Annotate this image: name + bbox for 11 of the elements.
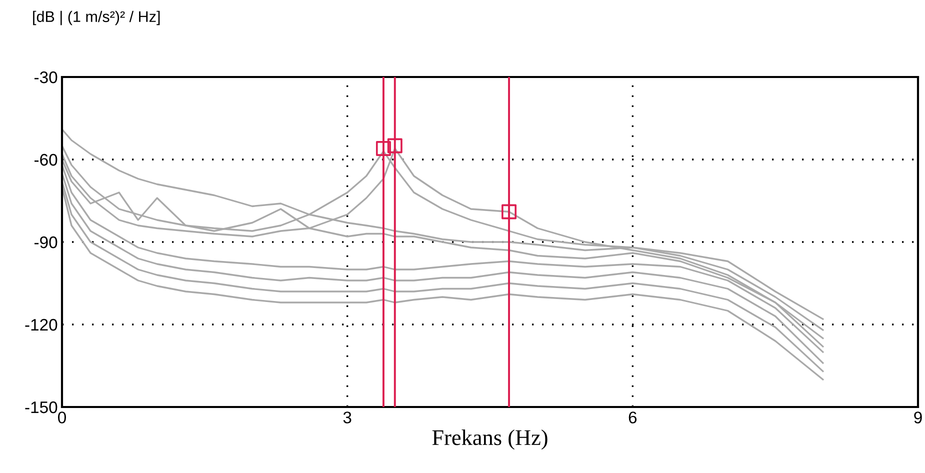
y-tick-label: -30 <box>34 71 58 84</box>
x-tick-label: 0 <box>58 412 66 424</box>
x-axis-title: Frekans (Hz) <box>432 429 548 450</box>
y-tick-label: -60 <box>34 154 58 166</box>
y-tick-label: -90 <box>34 236 58 248</box>
x-tick-label: 3 <box>343 412 352 424</box>
y-axis-title: [dB | (1 m/s²)² / Hz] <box>33 10 160 26</box>
x-tick-label: 9 <box>914 412 922 424</box>
x-tick-label: 6 <box>628 412 637 424</box>
y-tick-label: -120 <box>25 318 58 331</box>
y-tick-label: -150 <box>25 401 58 414</box>
